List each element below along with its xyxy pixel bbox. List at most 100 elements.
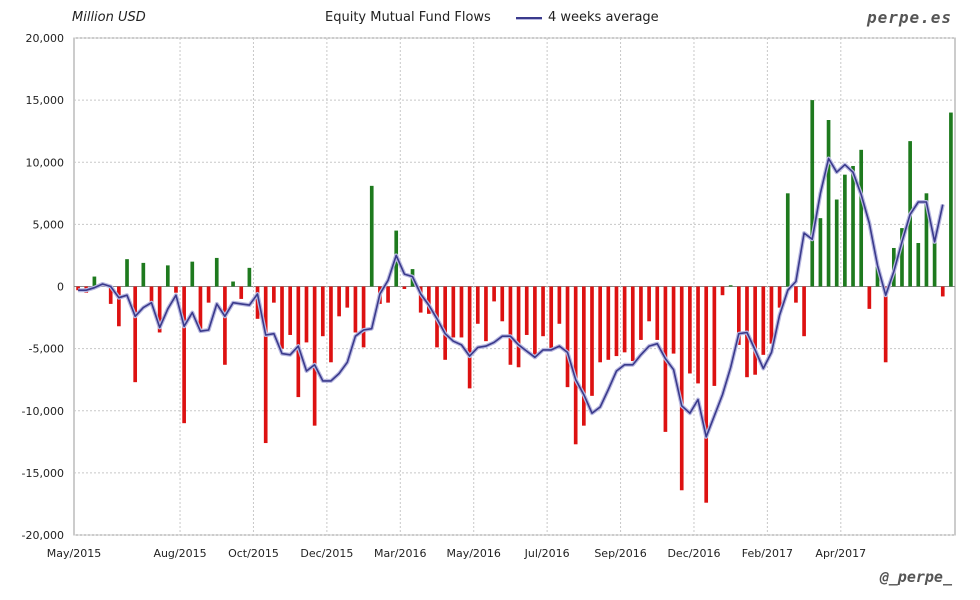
flow-bar bbox=[524, 286, 529, 335]
x-tick-label: Feb/2017 bbox=[742, 547, 793, 560]
brand-watermark-top: perpe.es bbox=[866, 8, 952, 27]
flow-bar bbox=[924, 193, 929, 287]
flow-bar bbox=[769, 286, 774, 344]
flow-bar bbox=[541, 286, 545, 337]
legend: 4 weeks average bbox=[516, 10, 659, 25]
flow-bar bbox=[190, 261, 195, 287]
flow-bar bbox=[451, 286, 456, 338]
flow-bar bbox=[141, 262, 146, 287]
flow-bar bbox=[647, 286, 651, 322]
flow-bar bbox=[557, 286, 562, 324]
flow-bar bbox=[361, 286, 366, 348]
flow-bar bbox=[777, 286, 782, 308]
flow-bar bbox=[932, 231, 937, 287]
flow-bar bbox=[614, 286, 619, 357]
flow-bar bbox=[549, 286, 554, 352]
x-tick-label: May/2015 bbox=[47, 547, 101, 560]
flow-bar bbox=[223, 286, 227, 365]
flow-bar bbox=[402, 286, 407, 289]
flow-bar bbox=[843, 174, 847, 287]
flow-bar bbox=[467, 286, 472, 389]
flow-bar bbox=[329, 286, 333, 363]
legend-label: 4 weeks average bbox=[548, 10, 659, 25]
flow-bar bbox=[622, 286, 627, 353]
flow-bar bbox=[598, 286, 602, 363]
chart-title: Equity Mutual Fund Flows bbox=[325, 10, 491, 25]
flow-bar bbox=[728, 285, 733, 287]
flow-bar bbox=[133, 286, 138, 383]
x-tick-label: Apr/2017 bbox=[815, 547, 866, 560]
flow-bar bbox=[688, 286, 692, 374]
flow-bar bbox=[900, 228, 904, 287]
x-tick-label: Dec/2016 bbox=[667, 547, 720, 560]
flow-bar bbox=[794, 286, 798, 303]
flow-bar bbox=[720, 286, 725, 296]
flow-bar bbox=[174, 286, 178, 293]
flow-bar bbox=[736, 286, 741, 345]
x-tick-label: Mar/2016 bbox=[374, 547, 426, 560]
flow-bar bbox=[198, 286, 203, 329]
flow-bar bbox=[76, 286, 80, 291]
flow-bar bbox=[500, 286, 505, 322]
y-tick-label: 5,000 bbox=[33, 218, 65, 231]
flow-bar bbox=[304, 286, 309, 343]
flow-bar bbox=[117, 286, 121, 327]
flow-bar bbox=[834, 199, 839, 287]
flow-bar bbox=[312, 286, 317, 426]
bars-layer bbox=[76, 100, 953, 503]
flow-bar bbox=[533, 286, 537, 359]
flow-bar bbox=[940, 286, 945, 297]
flow-bar bbox=[443, 286, 447, 360]
flow-bar bbox=[639, 286, 643, 340]
y-tick-label: -15,000 bbox=[22, 467, 64, 480]
flow-bar bbox=[353, 286, 358, 333]
flow-bar bbox=[573, 286, 578, 445]
flow-bar bbox=[157, 286, 162, 333]
grid-layer bbox=[73, 37, 956, 536]
flow-bar bbox=[810, 100, 815, 287]
flow-bar bbox=[818, 218, 823, 287]
axis-layer: 20,000 15,000 10,000 5,000 0 -5,000 -10,000 -15… bbox=[22, 32, 867, 560]
flow-bar bbox=[671, 286, 676, 354]
flow-bar bbox=[949, 112, 953, 287]
flow-bar bbox=[679, 286, 684, 491]
flow-bar bbox=[582, 286, 586, 426]
flow-bar bbox=[475, 286, 480, 324]
flow-bar bbox=[753, 286, 757, 375]
flow-bar bbox=[239, 286, 244, 299]
flow-bar bbox=[867, 286, 872, 309]
x-tick-label: Dec/2015 bbox=[300, 547, 353, 560]
x-tick-label: Aug/2015 bbox=[153, 547, 206, 560]
flow-bar bbox=[459, 286, 464, 338]
flow-bar bbox=[761, 286, 766, 355]
flow-bar bbox=[182, 286, 186, 424]
flow-bar bbox=[418, 286, 423, 313]
flow-bar bbox=[149, 286, 154, 306]
y-tick-label: -5,000 bbox=[29, 343, 64, 356]
flow-bar bbox=[859, 149, 864, 287]
flow-bar bbox=[288, 286, 293, 335]
flow-bar bbox=[272, 286, 276, 303]
flow-bar bbox=[280, 286, 284, 349]
flow-bar bbox=[369, 185, 374, 287]
flow-bar bbox=[492, 286, 496, 302]
flow-bar bbox=[427, 286, 431, 314]
flow-bar bbox=[345, 286, 350, 308]
flow-bar bbox=[263, 286, 268, 444]
flow-bar bbox=[165, 265, 170, 287]
flow-bar bbox=[883, 286, 888, 363]
flow-bar bbox=[851, 165, 855, 287]
flow-bar bbox=[214, 257, 219, 287]
flow-bar bbox=[337, 286, 341, 317]
flow-bar bbox=[785, 193, 790, 287]
average-line-layer bbox=[78, 156, 945, 439]
flow-bar bbox=[320, 286, 325, 337]
y-tick-label: 0 bbox=[57, 281, 64, 294]
x-tick-label: May/2016 bbox=[446, 547, 500, 560]
x-tick-label: Sep/2016 bbox=[594, 547, 646, 560]
y-tick-label: -20,000 bbox=[22, 529, 64, 542]
y-tick-label: 15,000 bbox=[26, 94, 65, 107]
flow-bar bbox=[206, 286, 211, 303]
